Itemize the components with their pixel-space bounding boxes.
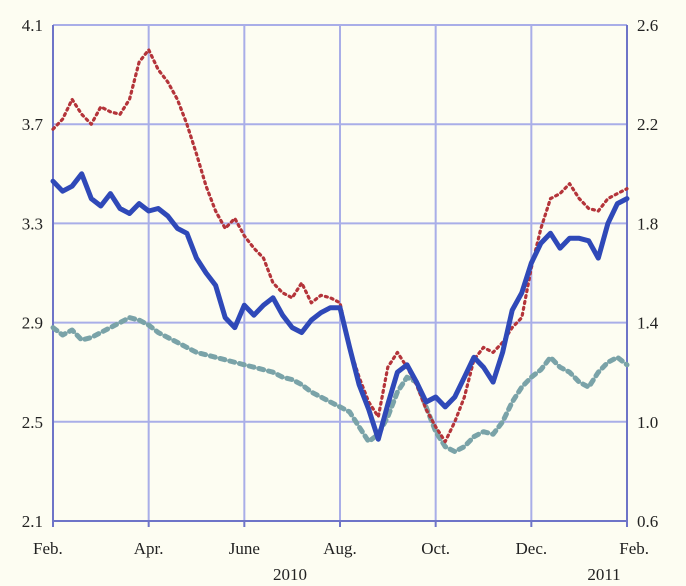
x-tick-label: June [229,539,260,558]
y-right-tick-label: 0.6 [637,512,658,531]
x-tick-label: Apr. [134,539,164,558]
y-left-tick-label: 4.1 [22,16,43,35]
y-right-tick-label: 2.6 [637,16,658,35]
y-left-tick-label: 2.5 [22,413,43,432]
x-tick-label: Feb. [33,539,63,558]
y-left-tick-label: 2.1 [22,512,43,531]
x-tick-label: Aug. [323,539,357,558]
y-left-tick-label: 2.9 [22,314,43,333]
y-left-tick-label: 3.7 [22,115,44,134]
y-right-tick-label: 1.0 [637,413,658,432]
x-tick-label: Oct. [421,539,450,558]
y-right-tick-label: 1.8 [637,214,658,233]
y-left-tick-label: 3.3 [22,214,43,233]
x-tick-label: Dec. [516,539,548,558]
series-line-dashed [50,315,630,455]
series-line-solid [50,171,630,442]
x-tick-label: Feb. [619,539,649,558]
y-right-tick-label: 2.2 [637,115,658,134]
y-right-tick-label: 1.4 [637,314,659,333]
year-label: 2011 [587,565,620,584]
year-label: 2010 [273,565,307,584]
